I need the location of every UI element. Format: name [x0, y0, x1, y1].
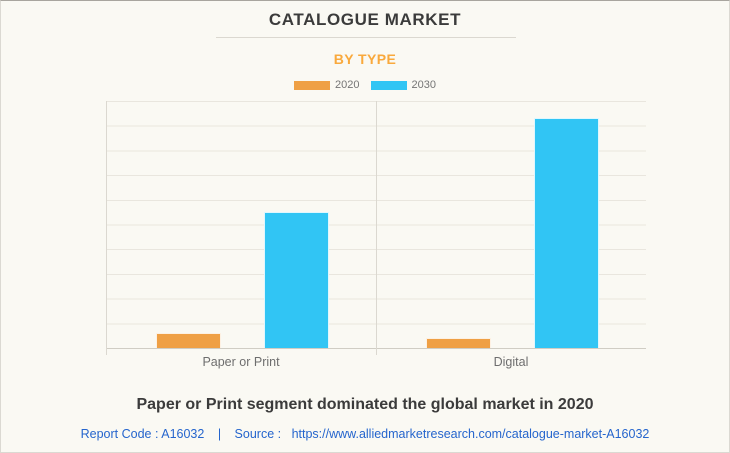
- bar-group-digital: [376, 101, 646, 348]
- report-footer: Report Code : A16032 | Source : https://…: [1, 427, 729, 441]
- category-axis-labels: Paper or Print Digital: [106, 355, 646, 369]
- title-divider: [216, 37, 516, 38]
- legend: 2020 2030: [1, 79, 729, 91]
- legend-swatch-2020: [294, 80, 331, 90]
- bar-2030-digital: [533, 118, 599, 348]
- category-label-digital: Digital: [493, 355, 529, 369]
- source-prefix-text: Source :: [234, 427, 282, 441]
- footer-separator: |: [217, 427, 222, 441]
- legend-label-2030: 2030: [411, 79, 436, 91]
- legend-label-2020: 2020: [335, 79, 360, 91]
- legend-swatch-2030: [370, 80, 407, 90]
- bar-2020-paper-or-print: [155, 333, 221, 348]
- category-label-paper-or-print: Paper or Print: [202, 355, 280, 369]
- source-link[interactable]: https://www.alliedmarketresearch.com/cat…: [291, 427, 650, 441]
- report-code-text: Report Code : A16032: [80, 427, 205, 441]
- chart-title: CATALOGUE MARKET: [268, 10, 462, 29]
- legend-item-2030: 2030: [370, 79, 436, 91]
- bar-2020-digital: [425, 338, 491, 348]
- chart-subtitle: BY TYPE: [333, 51, 397, 67]
- bar-group-paper-or-print: [106, 101, 376, 348]
- bar-2030-paper-or-print: [263, 212, 329, 348]
- chart-caption: Paper or Print segment dominated the glo…: [136, 396, 594, 413]
- axis-tick-middle: [376, 101, 377, 355]
- legend-item-2020: 2020: [294, 79, 360, 91]
- plot-area: [106, 101, 646, 355]
- axis-tick-left: [106, 101, 107, 355]
